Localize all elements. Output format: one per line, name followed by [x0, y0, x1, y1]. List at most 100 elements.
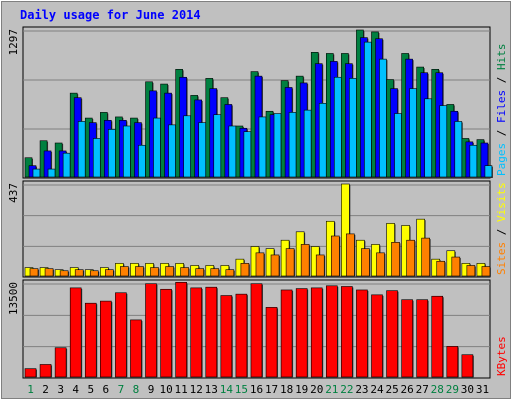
bar-kbytes-day-28	[431, 295, 444, 378]
bar-kbytes-day-16	[250, 283, 263, 378]
day-label-21: 21	[325, 383, 338, 396]
day-label-16: 16	[250, 383, 263, 396]
day-label-15: 15	[235, 383, 248, 396]
bar-kbytes-day-4	[69, 287, 82, 378]
bar-kbytes-day-20	[310, 287, 323, 378]
bar-sites-day-29	[451, 256, 461, 277]
legend-kbytes: KBytes	[495, 336, 508, 376]
legend-visits: Visits	[495, 182, 508, 222]
day-label-8: 8	[133, 383, 140, 396]
bar-kbytes-day-6	[100, 300, 112, 378]
bar-pages-day-26	[409, 88, 417, 178]
day-label-13: 13	[205, 383, 218, 396]
day-label-20: 20	[310, 383, 323, 396]
bar-sites-day-14	[225, 269, 235, 277]
bar-pages-day-21	[333, 76, 342, 178]
bar-sites-day-23	[361, 248, 370, 277]
day-label-17: 17	[265, 383, 278, 396]
bar-kbytes-day-25	[386, 290, 398, 378]
day-label-24: 24	[370, 383, 384, 396]
bar-pages-day-1	[32, 168, 41, 178]
bar-pages-day-9	[153, 117, 161, 178]
legend-separator: /	[495, 70, 508, 90]
panel-legend: Pages / Files / Hits	[495, 44, 508, 177]
day-label-11: 11	[175, 383, 188, 396]
bar-kbytes-day-29	[446, 346, 459, 378]
bar-sites-day-6	[105, 269, 114, 277]
bar-pages-day-14	[228, 125, 237, 178]
day-label-3: 3	[57, 383, 64, 396]
bar-sites-day-22	[346, 233, 355, 277]
day-label-28: 28	[431, 383, 444, 396]
legend-hits: Hits	[495, 44, 508, 71]
bar-sites-day-15	[240, 263, 250, 277]
day-label-5: 5	[87, 383, 94, 396]
bar-pages-day-25	[394, 113, 402, 178]
bar-sites-day-4	[74, 269, 84, 277]
day-label-23: 23	[355, 383, 368, 396]
bar-kbytes-day-22	[341, 286, 353, 378]
bar-sites-day-2	[44, 268, 54, 277]
day-axis: 1 2 3 4 5 6 7 8 9 10 11 12 13 14 15 16 17 18 19 20 21 22 23 24 2…	[27, 383, 489, 396]
bar-sites-day-27	[421, 237, 430, 277]
bar-files-day-31	[480, 142, 489, 178]
bar-pages-day-29	[454, 121, 463, 178]
bar-pages-day-22	[349, 78, 357, 178]
bar-kbytes-day-1	[24, 368, 37, 378]
bar-pages-day-10	[168, 124, 176, 178]
bar-kbytes-day-10	[160, 288, 172, 378]
chart-panels: 1297 Pages / Files / Hits 437 Sites / Visit…	[7, 26, 508, 379]
bar-pages-day-13	[213, 114, 222, 178]
legend-pages: Pages	[495, 143, 508, 176]
bar-pages-day-31	[484, 165, 493, 178]
bar-sites-day-30	[466, 265, 476, 277]
day-label-14: 14	[220, 383, 234, 396]
day-label-31: 31	[476, 383, 489, 396]
panel-top: 1297 Pages / Files / Hits	[7, 26, 508, 179]
bar-sites-day-18	[285, 248, 295, 277]
bar-pages-day-2	[47, 168, 56, 178]
bar-sites-day-10	[165, 266, 174, 277]
day-label-30: 30	[461, 383, 474, 396]
bar-sites-day-24	[376, 252, 385, 277]
bar-pages-day-6	[108, 129, 116, 178]
bar-pages-day-18	[288, 112, 297, 178]
bar-kbytes-day-7	[115, 292, 127, 378]
bar-kbytes-day-8	[130, 319, 142, 378]
bar-sites-day-7	[120, 266, 129, 277]
day-label-10: 10	[159, 383, 172, 396]
day-label-27: 27	[416, 383, 429, 396]
day-label-2: 2	[42, 383, 49, 396]
bar-kbytes-day-19	[295, 288, 308, 378]
bar-sites-day-21	[330, 235, 340, 277]
bar-sites-day-12	[195, 268, 205, 277]
bar-sites-day-20	[315, 254, 325, 277]
day-label-12: 12	[190, 383, 203, 396]
bar-sites-day-1	[29, 268, 39, 277]
bar-pages-day-30	[469, 144, 478, 178]
bar-pages-day-20	[318, 103, 327, 178]
bar-kbytes-day-15	[235, 293, 248, 378]
legend-files: Files	[495, 90, 508, 123]
day-label-1: 1	[27, 383, 34, 396]
bar-files-day-2	[43, 150, 52, 178]
bar-pages-day-3	[62, 152, 71, 178]
bar-pages-day-27	[424, 98, 432, 178]
panel-middle: 437 Sites / Visits	[7, 180, 508, 278]
panel-max-label: 437	[7, 183, 20, 203]
bar-kbytes-day-9	[145, 283, 157, 378]
panel-max-label: 1297	[7, 29, 20, 56]
bar-pages-day-5	[92, 138, 101, 178]
bar-sites-day-11	[180, 267, 189, 277]
bar-kbytes-day-13	[205, 286, 218, 378]
legend-sites: Sites	[495, 242, 508, 275]
day-label-22: 22	[340, 383, 353, 396]
bar-sites-day-26	[406, 239, 415, 277]
bar-kbytes-day-11	[175, 282, 187, 378]
bar-sites-day-3	[59, 270, 69, 277]
bar-kbytes-day-21	[325, 285, 338, 378]
bar-kbytes-day-27	[416, 299, 428, 378]
bar-kbytes-day-26	[401, 299, 413, 378]
bar-sites-day-31	[481, 266, 491, 277]
bar-kbytes-day-23	[356, 289, 368, 378]
